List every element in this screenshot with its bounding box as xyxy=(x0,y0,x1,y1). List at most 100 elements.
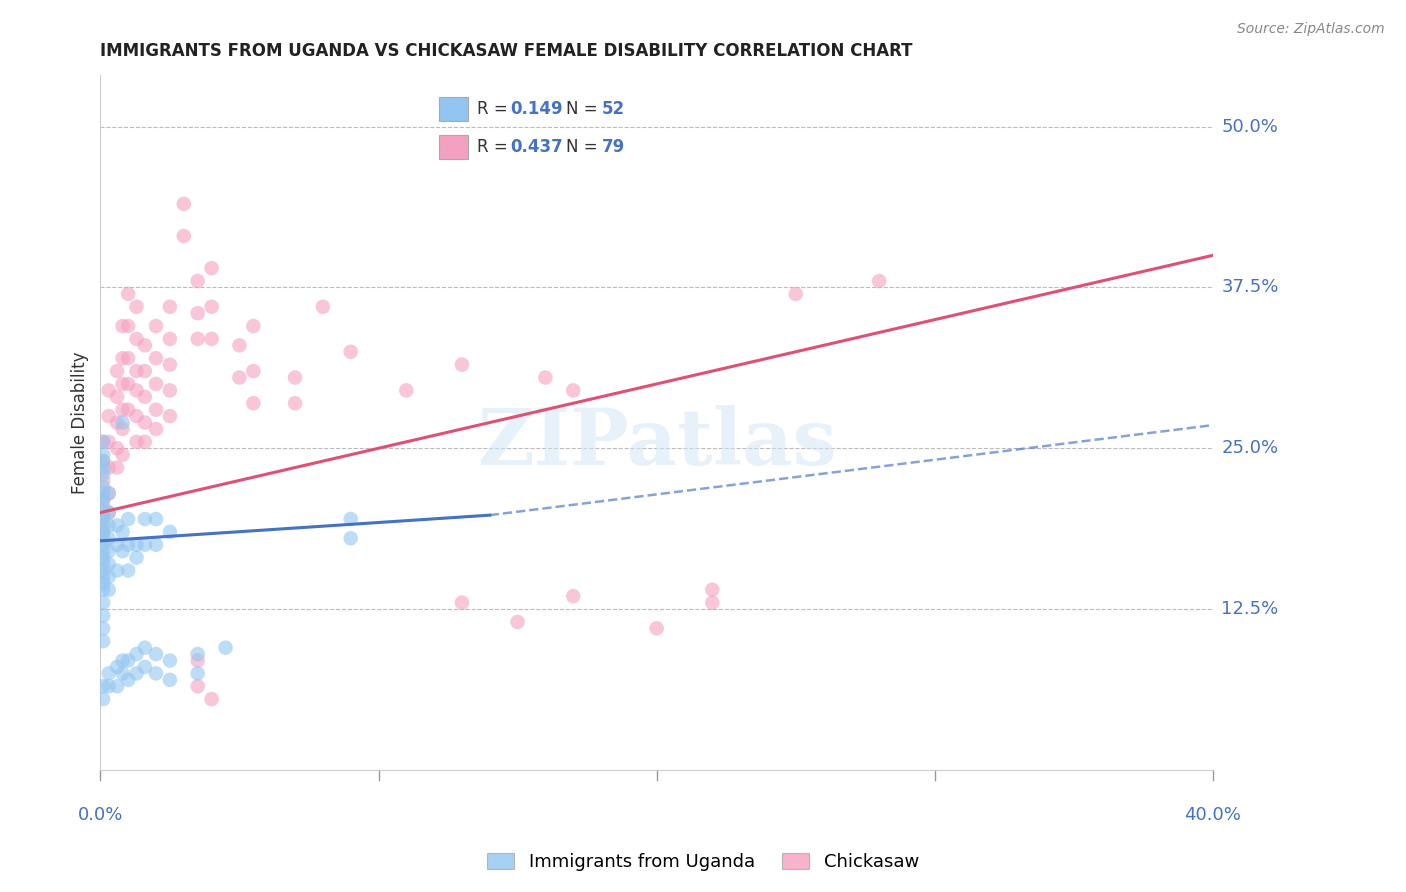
Point xyxy=(284,396,307,410)
Point xyxy=(105,442,128,456)
Point xyxy=(145,402,167,417)
Point xyxy=(91,538,114,552)
Point xyxy=(91,692,114,706)
Point xyxy=(91,531,114,545)
Point xyxy=(117,319,139,334)
Point xyxy=(91,621,114,635)
Point xyxy=(562,589,585,603)
Point xyxy=(91,608,114,623)
Point xyxy=(134,538,156,552)
Point xyxy=(201,332,224,346)
Point xyxy=(117,564,139,578)
Text: 25.0%: 25.0% xyxy=(1222,439,1278,458)
Text: 12.5%: 12.5% xyxy=(1222,600,1278,618)
Y-axis label: Female Disability: Female Disability xyxy=(72,351,89,494)
Point xyxy=(284,370,307,384)
Point xyxy=(134,416,156,430)
Point xyxy=(134,338,156,352)
Point xyxy=(159,384,181,398)
Point xyxy=(97,460,120,475)
Point xyxy=(91,486,114,500)
Point xyxy=(111,448,134,462)
Point xyxy=(702,596,724,610)
Point xyxy=(125,384,148,398)
Point xyxy=(125,538,148,552)
Point xyxy=(117,512,139,526)
Point xyxy=(91,679,114,693)
Point xyxy=(125,666,148,681)
Point xyxy=(187,274,209,288)
Point xyxy=(242,364,264,378)
Point xyxy=(785,286,807,301)
Point xyxy=(125,434,148,449)
Point xyxy=(134,512,156,526)
Point xyxy=(117,286,139,301)
Point xyxy=(105,518,128,533)
Point xyxy=(97,557,120,571)
Point xyxy=(134,390,156,404)
Point xyxy=(91,492,114,507)
Point xyxy=(111,666,134,681)
Point xyxy=(105,564,128,578)
Point xyxy=(91,434,114,449)
Text: 50.0%: 50.0% xyxy=(1222,118,1278,136)
Point xyxy=(187,647,209,661)
Point xyxy=(201,300,224,314)
Point xyxy=(339,344,361,359)
Point xyxy=(91,512,114,526)
Point xyxy=(506,615,529,629)
Point xyxy=(91,492,114,507)
Point xyxy=(159,409,181,423)
Point xyxy=(91,518,114,533)
Point xyxy=(111,416,134,430)
Text: ZIPatlas: ZIPatlas xyxy=(477,405,837,482)
Point xyxy=(201,692,224,706)
Point xyxy=(97,679,120,693)
Point xyxy=(91,448,114,462)
Point xyxy=(111,544,134,558)
Point xyxy=(187,666,209,681)
Point xyxy=(159,524,181,539)
Point xyxy=(312,300,335,314)
Point xyxy=(117,538,139,552)
Point xyxy=(125,647,148,661)
Point xyxy=(562,384,585,398)
Point xyxy=(159,653,181,667)
Point xyxy=(134,660,156,674)
Point xyxy=(534,370,557,384)
Point xyxy=(111,422,134,436)
Point xyxy=(125,332,148,346)
Point xyxy=(97,531,120,545)
Point xyxy=(125,364,148,378)
Text: Source: ZipAtlas.com: Source: ZipAtlas.com xyxy=(1237,22,1385,37)
Point xyxy=(111,351,134,366)
Point xyxy=(97,518,120,533)
Point xyxy=(91,506,114,520)
Point xyxy=(97,570,120,584)
Text: 0.0%: 0.0% xyxy=(77,805,124,824)
Point xyxy=(97,582,120,597)
Point xyxy=(91,454,114,468)
Point xyxy=(159,300,181,314)
Point xyxy=(125,409,148,423)
Point xyxy=(159,673,181,687)
Point xyxy=(97,544,120,558)
Point xyxy=(145,512,167,526)
Point xyxy=(91,454,114,468)
Point xyxy=(97,666,120,681)
Point xyxy=(117,376,139,391)
Point xyxy=(173,229,195,244)
Point xyxy=(702,582,724,597)
Point xyxy=(111,376,134,391)
Point xyxy=(395,384,418,398)
Point xyxy=(91,596,114,610)
Point xyxy=(91,576,114,591)
Point xyxy=(134,364,156,378)
Point xyxy=(145,351,167,366)
Point xyxy=(105,390,128,404)
Point xyxy=(228,338,250,352)
Point xyxy=(187,653,209,667)
Point xyxy=(111,524,134,539)
Point xyxy=(201,261,224,276)
Point xyxy=(214,640,236,655)
